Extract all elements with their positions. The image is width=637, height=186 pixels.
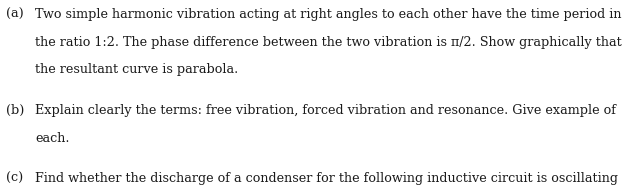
Text: Find whether the discharge of a condenser for the following inductive circuit is: Find whether the discharge of a condense… xyxy=(35,172,618,185)
Text: Explain clearly the terms: free vibration, forced vibration and resonance. Give : Explain clearly the terms: free vibratio… xyxy=(35,104,616,117)
Text: (b): (b) xyxy=(6,104,25,117)
Text: (a): (a) xyxy=(6,8,24,21)
Text: (c): (c) xyxy=(6,172,24,185)
Text: Two simple harmonic vibration acting at right angles to each other have the time: Two simple harmonic vibration acting at … xyxy=(35,8,622,21)
Text: each.: each. xyxy=(35,132,69,145)
Text: the resultant curve is parabola.: the resultant curve is parabola. xyxy=(35,63,238,76)
Text: the ratio 1:2. The phase difference between the two vibration is π/2. Show graph: the ratio 1:2. The phase difference betw… xyxy=(35,36,622,49)
